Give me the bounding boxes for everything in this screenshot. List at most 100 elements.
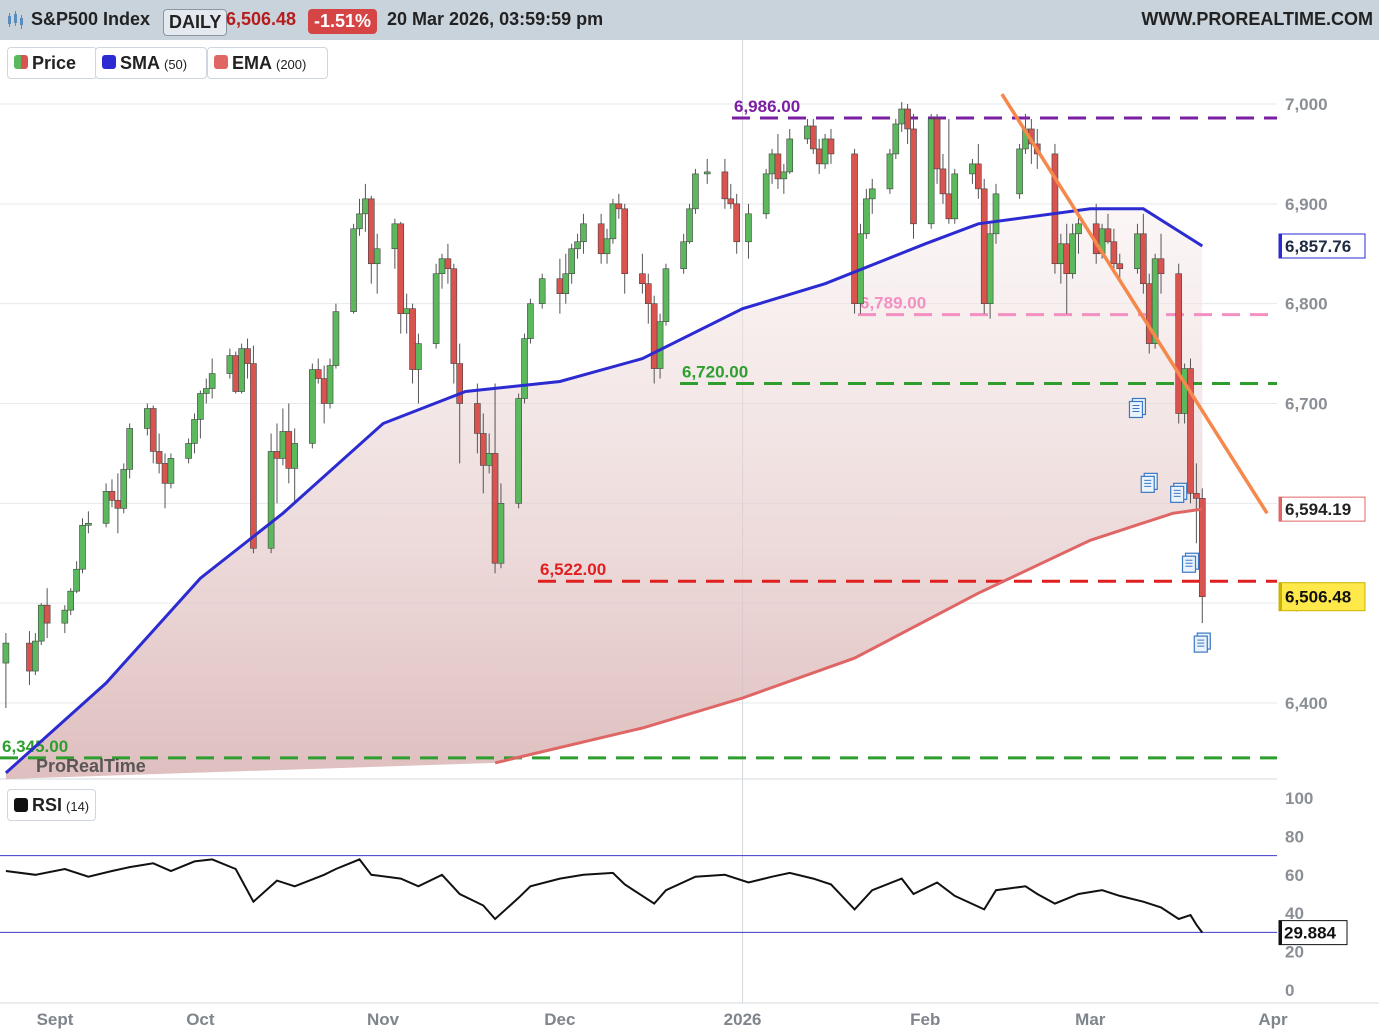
candle-body (762, 173, 770, 215)
candle-body (733, 203, 740, 243)
candle-body (73, 568, 80, 592)
candle-body (851, 153, 858, 304)
tag-box (1278, 233, 1366, 259)
candle-body (810, 125, 817, 150)
period-selector[interactable]: DAILY (163, 9, 228, 36)
candle-body (2, 642, 10, 664)
candle-body (686, 208, 693, 243)
candle-body (1134, 233, 1141, 270)
candle-body (403, 308, 410, 314)
candle-body (291, 443, 298, 469)
candle-body (285, 431, 293, 469)
candle-body (692, 173, 699, 210)
candle-body (721, 171, 729, 200)
candle-body (26, 642, 33, 672)
note-page (1193, 635, 1208, 653)
legend-price-label: Price (32, 53, 77, 73)
tag-text: 6,857.76 (1285, 237, 1351, 256)
legend-ema-button[interactable]: EMA (200) (207, 47, 328, 79)
candle-body (314, 369, 322, 379)
levels-layer: 6,986.006,789.006,720.006,522.006,345.00 (0, 97, 1277, 760)
candle-body (980, 188, 988, 304)
candle-body (662, 268, 670, 322)
brand-url[interactable]: WWW.PROREALTIME.COM (1141, 9, 1373, 29)
candle-body (945, 193, 953, 220)
rsi-tick-label: 0 (1285, 981, 1294, 1000)
candle-body (639, 273, 646, 285)
candle-body (1016, 148, 1023, 195)
candle-body (161, 463, 169, 484)
legend-sma-param: (50) (164, 57, 188, 72)
candle-body (273, 451, 281, 459)
note-icon[interactable] (1140, 472, 1158, 493)
candle-body (650, 303, 658, 369)
x-tick-label: Nov (367, 1010, 400, 1029)
note-icon[interactable] (1128, 397, 1147, 419)
candle-body (863, 198, 870, 235)
candle-body (309, 369, 316, 444)
candle-body (1110, 241, 1118, 265)
candle-body (703, 171, 711, 175)
candle-body (898, 108, 906, 125)
note-page (1128, 400, 1144, 419)
candle-body (1198, 498, 1206, 597)
candle-body (927, 118, 935, 225)
candle-body (780, 171, 788, 180)
x-tick-label: Sept (37, 1010, 74, 1029)
candle-body (167, 458, 175, 484)
candle-body (515, 398, 522, 504)
candle-body (226, 355, 234, 374)
rsi-tick-label: 20 (1285, 943, 1304, 962)
candle-body (1151, 258, 1159, 344)
candle-body (969, 163, 976, 175)
candle-body (975, 163, 982, 190)
candle-body (185, 443, 192, 459)
price-tick-label: 7,000 (1285, 95, 1328, 114)
note-page (1181, 555, 1197, 573)
candle-body (727, 198, 735, 205)
legend-price-button[interactable]: Price (7, 47, 97, 79)
candle-body (432, 273, 440, 344)
candle-body (603, 238, 611, 255)
candle-body (409, 308, 416, 370)
candle-body (208, 373, 216, 389)
candle-body (438, 258, 446, 275)
candle-body (474, 403, 481, 434)
sma-swatch-icon (102, 55, 116, 69)
instrument-name[interactable]: S&P500 Index (31, 9, 151, 29)
rsi-tick-label: 40 (1285, 904, 1304, 923)
candle-body (615, 203, 623, 210)
candle-body (1181, 368, 1188, 414)
candle-body (149, 408, 157, 452)
candle-body (450, 268, 458, 364)
rsi-legend-param: (14) (66, 799, 90, 814)
note-icon[interactable] (1193, 632, 1211, 653)
candle-body (326, 365, 334, 404)
legend-sma-button[interactable]: SMA (50) (95, 47, 207, 79)
candle-body (191, 419, 198, 444)
legend-ema-label: EMA (232, 53, 272, 73)
watermark: ProRealTime (36, 756, 146, 776)
rsi-legend-button[interactable]: RSI (14) (7, 789, 97, 821)
candle-body (491, 453, 499, 564)
level-label: 6,720.00 (682, 363, 748, 382)
note-icon[interactable] (1181, 552, 1200, 573)
ema-value-tag: 6,594.19 (1278, 496, 1366, 522)
candle-body (538, 278, 546, 304)
candle-body (745, 213, 752, 243)
candle-body (267, 451, 275, 549)
candle-body (202, 388, 210, 394)
level-label: 6,789.00 (860, 294, 926, 313)
candle-body (350, 228, 357, 312)
candle-body (397, 223, 405, 314)
candle-body (886, 153, 894, 190)
candle-body (768, 153, 776, 175)
candle-body (556, 278, 564, 294)
candle-body (786, 138, 794, 173)
note-icon[interactable] (1170, 482, 1188, 503)
change-badge: -1.51% (308, 9, 378, 34)
candle-body (238, 348, 245, 392)
candle-body (232, 355, 240, 392)
price-tick-label: 6,900 (1285, 195, 1328, 214)
